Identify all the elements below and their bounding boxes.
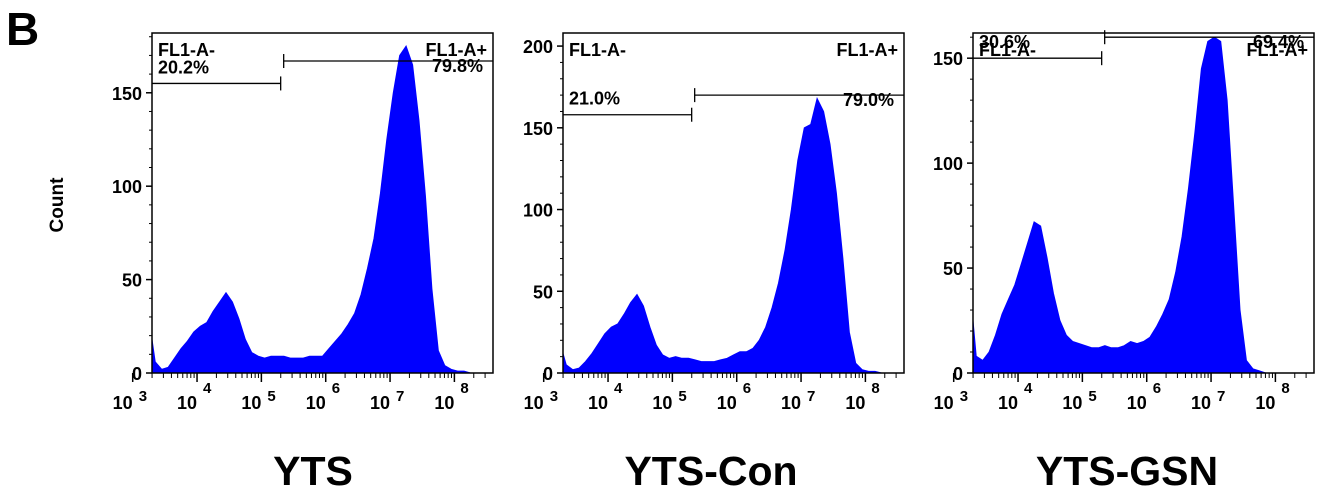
x-tick-label-exponent: 6 xyxy=(743,380,751,397)
gate-negative-label: FL1-A- xyxy=(979,40,1036,60)
x-tick-label-base: 10 xyxy=(1062,393,1082,413)
x-tick-label-exponent: 7 xyxy=(1217,388,1225,405)
x-tick-label-exponent: 8 xyxy=(460,380,468,397)
x-tick-label-exponent: 8 xyxy=(871,380,879,397)
y-tick-label: 150 xyxy=(112,84,142,104)
gate-negative-label: FL1-A- xyxy=(569,40,626,60)
x-tick-label-base: 10 xyxy=(113,393,133,413)
x-tick-label-exponent: 4 xyxy=(614,380,623,397)
y-tick-label: 200 xyxy=(523,37,553,57)
x-tick-label-base: 10 xyxy=(370,393,390,413)
gate-positive-label: FL1-A+ xyxy=(425,40,487,60)
y-tick-label: 50 xyxy=(533,282,553,302)
x-tick-label-base: 10 xyxy=(588,393,608,413)
histogram-panel xyxy=(131,32,494,382)
histogram-area xyxy=(562,96,901,374)
gate-negative-percent: 21.0% xyxy=(569,89,620,109)
x-tick-label-exponent: 3 xyxy=(139,388,147,405)
gate-negative-label: FL1-A- xyxy=(158,40,215,60)
x-tick-label-exponent: 4 xyxy=(1024,380,1033,397)
x-tick-label-exponent: 3 xyxy=(550,388,558,405)
x-tick-label-exponent: 7 xyxy=(396,388,404,405)
subplot-title-yts: YTS xyxy=(273,448,353,494)
x-tick-label-exponent: 4 xyxy=(203,380,212,397)
x-tick-label-base: 10 xyxy=(306,393,326,413)
histogram-panel xyxy=(952,30,1315,382)
gate-positive-percent: 69.4% xyxy=(1253,32,1304,52)
x-tick-label-base: 10 xyxy=(241,393,261,413)
y-tick-label: 100 xyxy=(523,201,553,221)
y-tick-label: 50 xyxy=(943,259,963,279)
y-tick-label: 100 xyxy=(933,154,963,174)
x-tick-label-base: 10 xyxy=(524,393,544,413)
x-tick-label-exponent: 8 xyxy=(1281,380,1289,397)
y-tick-label: 0 xyxy=(132,364,142,384)
y-tick-label: 0 xyxy=(543,364,553,384)
x-tick-label-base: 10 xyxy=(1255,393,1275,413)
x-tick-label-exponent: 6 xyxy=(1153,380,1161,397)
x-tick-label-base: 10 xyxy=(781,393,801,413)
x-tick-label-base: 10 xyxy=(434,393,454,413)
histogram-area xyxy=(151,45,490,374)
gate-positive-percent: 79.0% xyxy=(843,90,894,110)
x-tick-label-base: 10 xyxy=(652,393,672,413)
panel-letter: B xyxy=(6,3,40,55)
x-tick-label-exponent: 5 xyxy=(678,388,686,405)
x-tick-label-base: 10 xyxy=(845,393,865,413)
histogram-area xyxy=(972,36,1311,374)
y-tick-label: 150 xyxy=(523,119,553,139)
y-tick-label: 50 xyxy=(122,271,142,291)
x-tick-label-base: 10 xyxy=(998,393,1018,413)
x-tick-label-base: 10 xyxy=(717,393,737,413)
gate-positive-percent: 79.8% xyxy=(432,56,483,76)
gate-negative-percent: 30.6% xyxy=(979,32,1030,52)
x-tick-label-base: 10 xyxy=(1191,393,1211,413)
x-tick-label-base: 10 xyxy=(177,393,197,413)
y-tick-label: 100 xyxy=(112,177,142,197)
y-tick-label: 0 xyxy=(953,364,963,384)
x-tick-label-base: 10 xyxy=(1127,393,1147,413)
gate-positive-label: FL1-A+ xyxy=(1246,40,1308,60)
histogram-panel xyxy=(542,32,905,382)
x-tick-label-exponent: 7 xyxy=(807,388,815,405)
x-tick-label-exponent: 3 xyxy=(960,388,968,405)
gate-negative-percent: 20.2% xyxy=(158,57,209,77)
subplot-title-yts-con: YTS-Con xyxy=(624,448,798,494)
plot-frame xyxy=(562,32,905,374)
x-tick-label-exponent: 6 xyxy=(332,380,340,397)
gate-positive-label: FL1-A+ xyxy=(836,40,898,60)
x-tick-label-exponent: 5 xyxy=(1088,388,1096,405)
x-tick-label-exponent: 5 xyxy=(267,388,275,405)
x-tick-label-base: 10 xyxy=(934,393,954,413)
subplot-title-yts-gsn: YTS-GSN xyxy=(1035,448,1219,494)
y-tick-label: 150 xyxy=(933,49,963,69)
